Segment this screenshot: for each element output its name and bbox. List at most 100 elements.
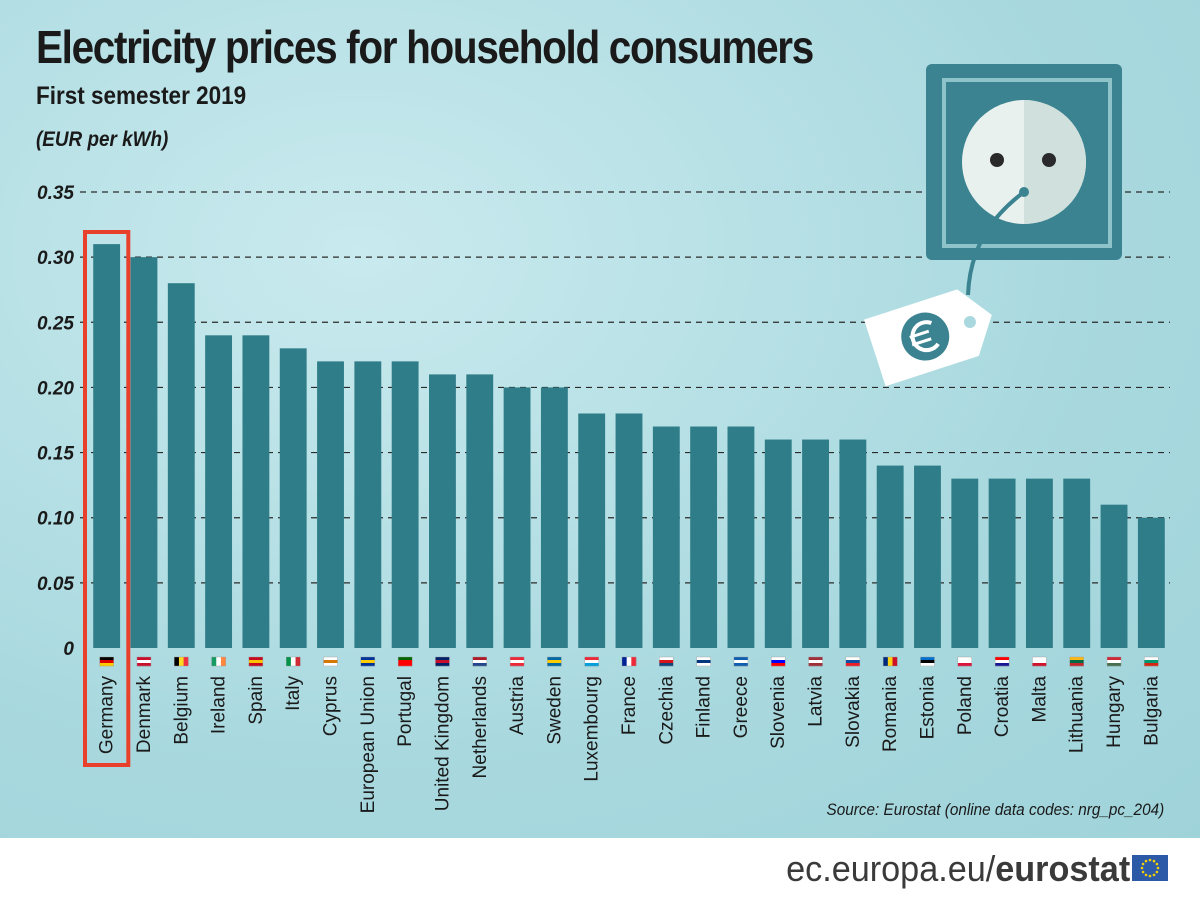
- flag-stripe: [659, 657, 674, 661]
- flag-stripe: [472, 663, 487, 667]
- x-tick-label: Croatia: [992, 676, 1013, 738]
- flag-stripe: [696, 663, 711, 667]
- flag-stripe: [295, 657, 301, 666]
- flag-stripe: [659, 660, 674, 664]
- eu-star: [1152, 859, 1156, 863]
- bar-slovenia: [764, 439, 792, 648]
- flag-stripe: [696, 660, 711, 664]
- y-axis-unit: (EUR per kWh): [36, 128, 169, 151]
- footer-link[interactable]: ec.europa.eu/eurostat: [786, 848, 1130, 890]
- flag-stripe: [733, 663, 748, 667]
- bar-finland: [690, 426, 718, 648]
- x-tick-label: Ireland: [209, 676, 230, 734]
- bar-poland: [951, 478, 979, 648]
- x-tick-label: Hungary: [1104, 676, 1125, 748]
- flag-stripe: [920, 663, 935, 667]
- flag-stripe: [398, 657, 413, 661]
- chart-title: Electricity prices for household consume…: [36, 21, 814, 73]
- flag-stripe: [808, 657, 823, 661]
- flag-bg-icon: [1144, 656, 1159, 667]
- source-note: Source: Eurostat (online data codes: nrg…: [826, 800, 1164, 819]
- flag-stripe: [892, 657, 898, 666]
- flag-stripe: [472, 660, 487, 664]
- flag-stripe: [435, 660, 450, 664]
- flag-stripe: [323, 657, 338, 661]
- x-tick-label: Denmark: [134, 676, 155, 754]
- bar-portugal: [391, 361, 419, 648]
- flag-lt-icon: [1069, 656, 1084, 667]
- flag-gr-icon: [733, 656, 749, 667]
- bar-lithuania: [1063, 478, 1091, 648]
- x-tick-label: France: [619, 676, 640, 735]
- x-tick-label: Austria: [507, 676, 528, 736]
- x-tick-label: Romania: [880, 676, 901, 752]
- flag-stripe: [174, 657, 180, 666]
- flag-border: [397, 656, 413, 667]
- highlight-box: [83, 230, 131, 767]
- flag-stripe: [1107, 657, 1122, 661]
- bar-european-union: [354, 361, 382, 648]
- flag-stripe: [1032, 663, 1047, 667]
- flag-stripe: [510, 657, 525, 661]
- bar-estonia: [914, 465, 941, 648]
- socket-plate: [926, 64, 1122, 296]
- flag-cz-icon: [659, 656, 674, 667]
- flag-stripe: [99, 657, 114, 661]
- flag-stripe: [1144, 660, 1159, 664]
- flag-stripe: [808, 663, 823, 667]
- x-tick-label: Poland: [955, 676, 976, 735]
- flag-stripe: [248, 663, 263, 667]
- flag-border: [435, 656, 450, 667]
- x-tick-label: Lithuania: [1067, 676, 1088, 754]
- flag-stripe: [995, 663, 1010, 667]
- y-tick-label: 0: [63, 639, 74, 660]
- flag-stripe: [178, 657, 184, 666]
- bar-sweden: [540, 387, 568, 648]
- flag-border: [211, 656, 226, 667]
- eu-star: [1148, 874, 1152, 878]
- eu-star: [1141, 870, 1145, 874]
- flag-pl-icon: [957, 656, 972, 667]
- flag-stripe: [183, 657, 189, 666]
- flag-stripe: [771, 663, 786, 667]
- flag-border: [509, 656, 525, 667]
- flag-stripe: [510, 663, 525, 667]
- flag-stripe: [547, 663, 562, 667]
- flag-stripe: [883, 657, 889, 666]
- flag-dk-icon: [136, 656, 152, 667]
- flag-stripe: [771, 657, 786, 661]
- eu-star: [1144, 859, 1148, 863]
- flag-lu-icon: [584, 656, 599, 667]
- flag-stripe: [808, 660, 823, 664]
- bar-belgium: [167, 283, 195, 648]
- flag-border: [659, 656, 674, 667]
- flag-stripe: [584, 660, 599, 664]
- flag-hr-icon: [994, 656, 1010, 667]
- eu-star: [1152, 873, 1156, 877]
- bar-spain: [242, 335, 270, 648]
- flag-stripe: [1144, 657, 1159, 661]
- x-tick-label: Luxembourg: [582, 676, 603, 782]
- x-tick-label: Netherlands: [470, 676, 491, 778]
- flag-border: [771, 656, 786, 667]
- flag-stripe: [622, 657, 627, 666]
- bar-austria: [503, 387, 531, 648]
- flag-stripe: [220, 657, 226, 666]
- bar-italy: [279, 348, 307, 648]
- bar-ireland: [205, 335, 233, 648]
- flag-stripe: [696, 657, 711, 661]
- bar-bulgaria: [1137, 517, 1165, 648]
- flag-stripe: [920, 657, 935, 661]
- bar-slovakia: [839, 439, 867, 648]
- x-tick-label: Sweden: [544, 676, 565, 745]
- x-tick-label: Spain: [246, 676, 267, 725]
- flag-uk-icon: [435, 656, 450, 667]
- flag-stripe: [398, 660, 413, 664]
- flag-border: [584, 656, 599, 667]
- x-tick-label: Bulgaria: [1141, 676, 1162, 746]
- flag-border: [286, 656, 301, 667]
- flag-border: [920, 656, 935, 667]
- y-tick-label: 0.15: [37, 444, 74, 465]
- y-tick-label: 0.10: [37, 509, 74, 530]
- eu-star: [1156, 866, 1160, 870]
